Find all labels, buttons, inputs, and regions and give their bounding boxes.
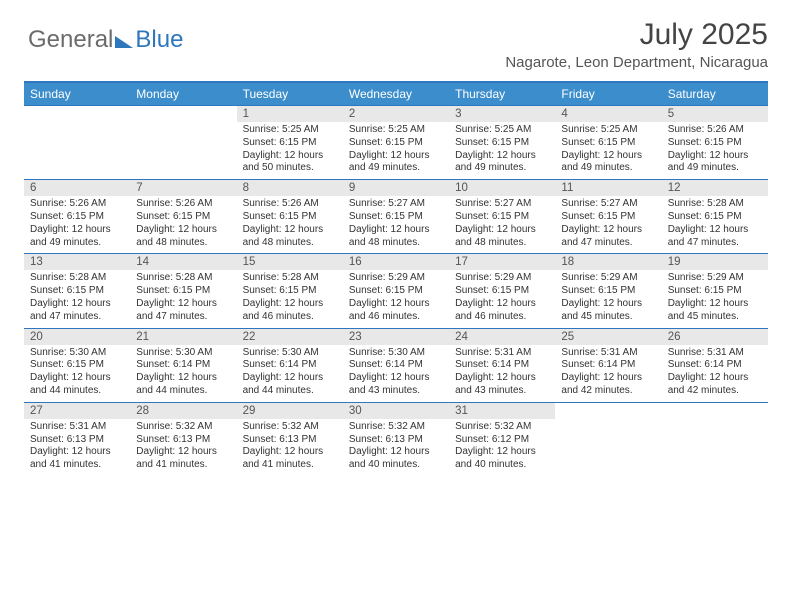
logo-text-2: Blue	[135, 26, 183, 54]
weekday-header-row: SundayMondayTuesdayWednesdayThursdayFrid…	[24, 83, 768, 105]
weekday-header: Sunday	[24, 83, 130, 105]
day-details: Sunrise: 5:29 AMSunset: 6:15 PMDaylight:…	[662, 270, 768, 327]
day-number: 26	[662, 329, 768, 345]
calendar-table: SundayMondayTuesdayWednesdayThursdayFrid…	[24, 81, 768, 476]
logo: General Blue	[28, 26, 183, 54]
daynum-row: 6789101112	[24, 179, 768, 196]
day-number: 18	[555, 254, 661, 270]
day-number: 25	[555, 329, 661, 345]
day-details: Sunrise: 5:25 AMSunset: 6:15 PMDaylight:…	[449, 122, 555, 179]
day-number: 12	[662, 180, 768, 196]
day-number: 24	[449, 329, 555, 345]
daynum-row: 2728293031	[24, 402, 768, 419]
day-number: 17	[449, 254, 555, 270]
day-details: Sunrise: 5:25 AMSunset: 6:15 PMDaylight:…	[237, 122, 343, 179]
day-details: Sunrise: 5:27 AMSunset: 6:15 PMDaylight:…	[449, 196, 555, 253]
day-number: 20	[24, 329, 130, 345]
day-number: 21	[130, 329, 236, 345]
day-number	[130, 106, 236, 122]
day-number: 1	[237, 106, 343, 122]
day-details: Sunrise: 5:30 AMSunset: 6:14 PMDaylight:…	[237, 345, 343, 402]
day-details: Sunrise: 5:28 AMSunset: 6:15 PMDaylight:…	[237, 270, 343, 327]
day-details: Sunrise: 5:30 AMSunset: 6:14 PMDaylight:…	[130, 345, 236, 402]
day-number	[24, 106, 130, 122]
day-number: 29	[237, 403, 343, 419]
day-number: 15	[237, 254, 343, 270]
day-details: Sunrise: 5:31 AMSunset: 6:13 PMDaylight:…	[24, 419, 130, 476]
weekday-header: Thursday	[449, 83, 555, 105]
day-number: 2	[343, 106, 449, 122]
day-body-row: Sunrise: 5:25 AMSunset: 6:15 PMDaylight:…	[24, 122, 768, 179]
day-details: Sunrise: 5:32 AMSunset: 6:13 PMDaylight:…	[343, 419, 449, 476]
day-details: Sunrise: 5:27 AMSunset: 6:15 PMDaylight:…	[343, 196, 449, 253]
day-details: Sunrise: 5:29 AMSunset: 6:15 PMDaylight:…	[555, 270, 661, 327]
day-details: Sunrise: 5:31 AMSunset: 6:14 PMDaylight:…	[555, 345, 661, 402]
page-subtitle: Nagarote, Leon Department, Nicaragua	[24, 54, 768, 71]
day-body-row: Sunrise: 5:31 AMSunset: 6:13 PMDaylight:…	[24, 419, 768, 476]
day-details	[24, 122, 130, 179]
day-details: Sunrise: 5:28 AMSunset: 6:15 PMDaylight:…	[24, 270, 130, 327]
day-details: Sunrise: 5:29 AMSunset: 6:15 PMDaylight:…	[449, 270, 555, 327]
day-number: 22	[237, 329, 343, 345]
day-number: 31	[449, 403, 555, 419]
day-details: Sunrise: 5:32 AMSunset: 6:12 PMDaylight:…	[449, 419, 555, 476]
day-details: Sunrise: 5:25 AMSunset: 6:15 PMDaylight:…	[343, 122, 449, 179]
daynum-row: 12345	[24, 105, 768, 122]
day-details: Sunrise: 5:28 AMSunset: 6:15 PMDaylight:…	[662, 196, 768, 253]
day-number: 19	[662, 254, 768, 270]
day-number: 3	[449, 106, 555, 122]
day-details: Sunrise: 5:31 AMSunset: 6:14 PMDaylight:…	[662, 345, 768, 402]
day-number: 11	[555, 180, 661, 196]
weekday-header: Monday	[130, 83, 236, 105]
day-details: Sunrise: 5:26 AMSunset: 6:15 PMDaylight:…	[130, 196, 236, 253]
day-details: Sunrise: 5:31 AMSunset: 6:14 PMDaylight:…	[449, 345, 555, 402]
weekday-header: Saturday	[662, 83, 768, 105]
day-number: 6	[24, 180, 130, 196]
day-details: Sunrise: 5:29 AMSunset: 6:15 PMDaylight:…	[343, 270, 449, 327]
day-number: 13	[24, 254, 130, 270]
day-number: 30	[343, 403, 449, 419]
day-number: 14	[130, 254, 236, 270]
day-number: 8	[237, 180, 343, 196]
day-number: 7	[130, 180, 236, 196]
day-details	[555, 419, 661, 476]
day-body-row: Sunrise: 5:30 AMSunset: 6:15 PMDaylight:…	[24, 345, 768, 402]
weekday-header: Wednesday	[343, 83, 449, 105]
day-number	[555, 403, 661, 419]
day-details: Sunrise: 5:32 AMSunset: 6:13 PMDaylight:…	[130, 419, 236, 476]
day-number	[662, 403, 768, 419]
day-body-row: Sunrise: 5:28 AMSunset: 6:15 PMDaylight:…	[24, 270, 768, 327]
day-details: Sunrise: 5:30 AMSunset: 6:15 PMDaylight:…	[24, 345, 130, 402]
day-number: 16	[343, 254, 449, 270]
logo-triangle-icon	[115, 36, 133, 48]
day-details	[130, 122, 236, 179]
day-details: Sunrise: 5:25 AMSunset: 6:15 PMDaylight:…	[555, 122, 661, 179]
day-number: 28	[130, 403, 236, 419]
day-number: 27	[24, 403, 130, 419]
day-number: 5	[662, 106, 768, 122]
day-number: 10	[449, 180, 555, 196]
daynum-row: 13141516171819	[24, 253, 768, 270]
day-details	[662, 419, 768, 476]
day-details: Sunrise: 5:27 AMSunset: 6:15 PMDaylight:…	[555, 196, 661, 253]
day-number: 9	[343, 180, 449, 196]
logo-text-1: General	[28, 26, 113, 54]
day-details: Sunrise: 5:26 AMSunset: 6:15 PMDaylight:…	[237, 196, 343, 253]
weekday-header: Friday	[555, 83, 661, 105]
day-number: 4	[555, 106, 661, 122]
day-details: Sunrise: 5:26 AMSunset: 6:15 PMDaylight:…	[662, 122, 768, 179]
day-details: Sunrise: 5:32 AMSunset: 6:13 PMDaylight:…	[237, 419, 343, 476]
day-details: Sunrise: 5:28 AMSunset: 6:15 PMDaylight:…	[130, 270, 236, 327]
day-body-row: Sunrise: 5:26 AMSunset: 6:15 PMDaylight:…	[24, 196, 768, 253]
day-number: 23	[343, 329, 449, 345]
daynum-row: 20212223242526	[24, 328, 768, 345]
weekday-header: Tuesday	[237, 83, 343, 105]
day-details: Sunrise: 5:30 AMSunset: 6:14 PMDaylight:…	[343, 345, 449, 402]
day-details: Sunrise: 5:26 AMSunset: 6:15 PMDaylight:…	[24, 196, 130, 253]
